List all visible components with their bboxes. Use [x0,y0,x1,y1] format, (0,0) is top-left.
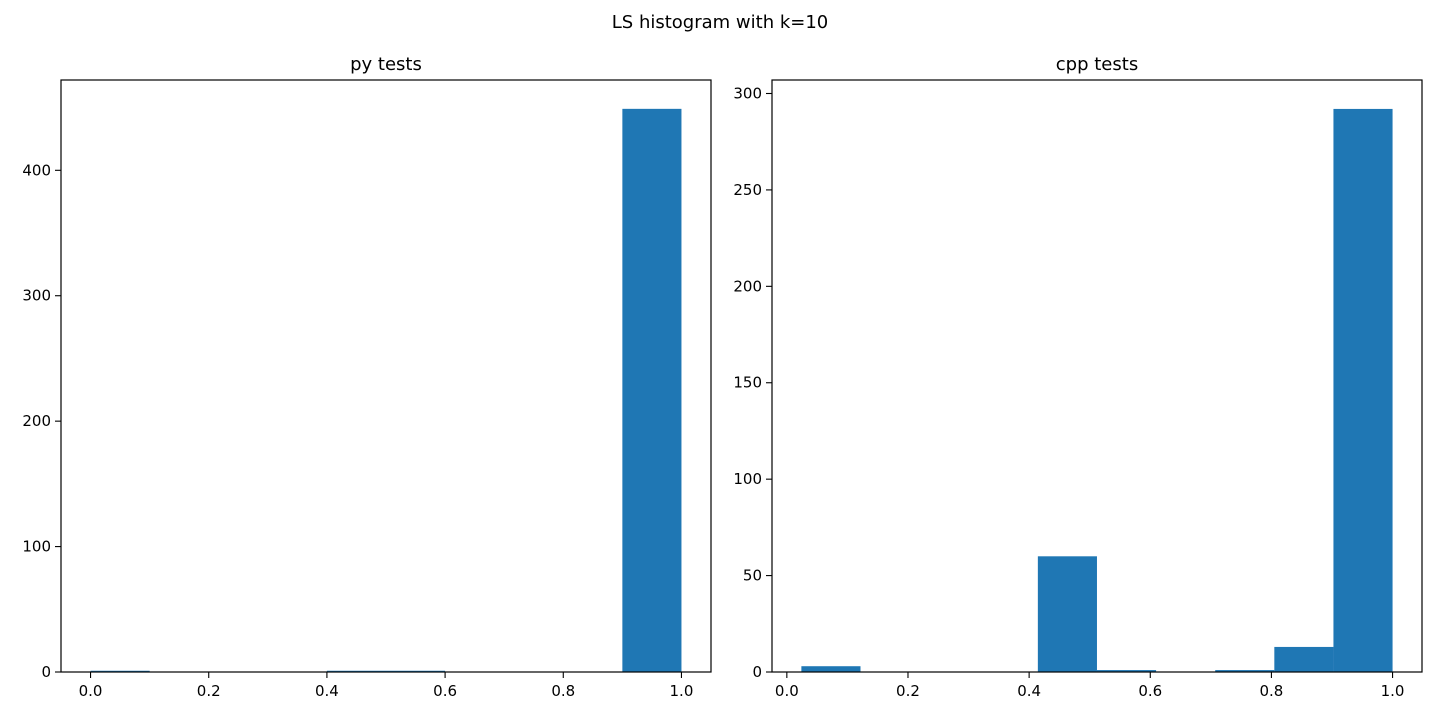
x-tick-label: 0.0 [79,682,103,700]
x-tick-label: 1.0 [670,682,694,700]
y-tick-label: 0 [41,663,51,681]
figure-suptitle: LS histogram with k=10 [612,12,828,33]
x-tick-label: 0.2 [896,682,920,700]
x-tick-label: 0.6 [433,682,457,700]
cpp-tests-axes: 0.0 0.2 0.4 0.6 0.8 1.0 0 50 100 150 200 250 300 cpp … [733,54,1422,700]
py-tests-axes: 0.0 0.2 0.4 0.6 0.8 1.0 0 100 200 300 400 py tests [22,54,711,700]
y-tick-label: 200 [22,412,51,430]
histogram-bar [1038,556,1097,672]
y-tick-label: 200 [733,277,762,295]
axes-frame [772,80,1422,672]
y-tick-label: 0 [752,663,762,681]
histogram-bar [801,666,860,672]
x-tick-label: 0.8 [551,682,575,700]
x-tick-label: 0.2 [197,682,221,700]
y-tick-label: 400 [22,161,51,179]
y-tick-label: 300 [22,287,51,305]
x-tick-label: 1.0 [1381,682,1405,700]
axes-title: cpp tests [1056,54,1138,75]
x-tick-label: 0.4 [1017,682,1041,700]
axes-frame [61,80,711,672]
x-tick-label: 0.6 [1138,682,1162,700]
x-tick-label: 0.0 [775,682,799,700]
y-tick-label: 250 [733,181,762,199]
y-tick-label: 300 [733,84,762,102]
y-tick-label: 150 [733,374,762,392]
y-tick-label: 100 [22,538,51,556]
histogram-bar [622,109,681,672]
y-tick-label: 50 [743,567,762,585]
x-tick-label: 0.8 [1259,682,1283,700]
histogram-bar [1274,647,1333,672]
x-tick-label: 0.4 [315,682,339,700]
axes-title: py tests [350,54,422,75]
y-tick-label: 100 [733,470,762,488]
histogram-bar [1333,109,1392,672]
